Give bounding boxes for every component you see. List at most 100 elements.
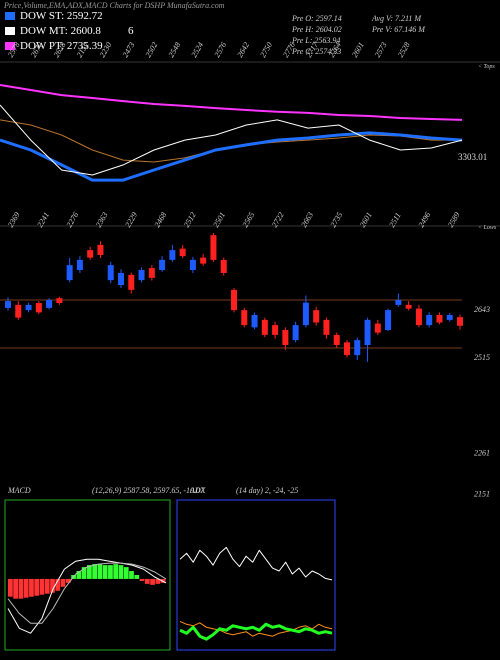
info-text: Pre V: 67.146 M <box>371 25 426 34</box>
candle-body <box>364 319 371 345</box>
candle-body <box>457 317 463 326</box>
candle-body <box>15 304 22 318</box>
page-title: Price,Volume,EMA,ADX,MACD Charts for DSH… <box>3 1 225 10</box>
candle-body <box>66 265 73 281</box>
candle-body <box>220 259 227 273</box>
info-text: Pre C: 2574.33 <box>291 47 341 56</box>
adx-line <box>179 622 333 641</box>
candle-body <box>97 244 104 255</box>
candle-body <box>148 268 155 278</box>
candle-body <box>344 342 350 356</box>
candle-body <box>241 310 248 326</box>
candle-body <box>261 319 268 335</box>
candle-body <box>405 304 412 309</box>
candle-body <box>25 304 32 311</box>
macd-bar <box>65 578 71 583</box>
adx-subtitle: (14 day) 2, -24, -25 <box>236 486 298 495</box>
macd-bar <box>155 578 161 584</box>
macd-panel <box>4 499 171 651</box>
legend-label: DOW ST: 2592.72 <box>20 10 103 22</box>
legend-extra: 6 <box>128 25 134 37</box>
info-text: Pre H: 2604.02 <box>291 25 342 34</box>
macd-bar <box>39 578 45 595</box>
adx-line <box>179 620 333 637</box>
macd-bar <box>139 578 145 581</box>
macd-bar <box>118 565 124 579</box>
legend-swatch <box>5 42 15 50</box>
macd-subtitle: (12,26,9) 2587.58, 2597.65, -10.07 <box>92 486 205 495</box>
macd-bar <box>108 565 113 579</box>
macd-bar <box>76 571 82 579</box>
candle-body <box>231 289 237 311</box>
macd-bar <box>92 564 98 579</box>
candle-body <box>292 325 299 341</box>
candle-body <box>282 330 289 345</box>
candle-body <box>200 257 207 264</box>
info-text: Pre O: 2597.14 <box>291 14 342 23</box>
macd-bar <box>144 578 150 584</box>
candle-body <box>436 315 443 323</box>
legend-label: DOW PT: 2735.39 <box>20 40 103 52</box>
macd-bar <box>18 578 24 599</box>
candle-body <box>107 265 114 281</box>
candle-body <box>374 323 381 333</box>
candle-body <box>87 250 94 258</box>
macd-line <box>7 558 167 634</box>
tops-label: < Tops <box>478 64 495 70</box>
legend-label: DOW MT: 2600.8 <box>20 25 101 37</box>
candle-body <box>333 334 340 345</box>
candle-body <box>128 274 135 290</box>
macd-bar <box>50 578 55 593</box>
macd-title: MACD <box>7 486 31 495</box>
macd-bar <box>102 565 108 579</box>
macd-bar <box>23 578 29 598</box>
candle-body <box>179 248 186 257</box>
legend-swatch <box>5 27 15 35</box>
macd-bar <box>29 578 34 597</box>
legend-swatch <box>5 12 15 20</box>
ema-line <box>0 104 463 176</box>
macd-bar <box>97 564 103 579</box>
macd-bar <box>129 571 134 579</box>
candle-body <box>385 310 392 330</box>
candle-body <box>76 259 83 270</box>
macd-line <box>7 562 167 624</box>
candle-body <box>138 270 145 281</box>
candle-body <box>251 315 258 328</box>
candle-body <box>272 325 279 335</box>
adx-panel <box>176 499 336 651</box>
price-level-label: 2515 <box>474 353 490 362</box>
candle-body <box>169 250 176 260</box>
candle-body <box>210 235 217 260</box>
candle-body <box>189 259 196 270</box>
candle-body <box>323 319 330 335</box>
macd-bar <box>13 578 19 599</box>
ema-line <box>0 84 463 121</box>
candle-body <box>395 300 402 305</box>
adx-title: ADX <box>189 486 207 495</box>
candle-body <box>313 310 320 323</box>
level-label: 3303.01 <box>458 152 487 162</box>
candle-body <box>354 340 361 356</box>
candle-body <box>56 298 63 303</box>
candle-body <box>5 301 11 308</box>
info-text: Avg V: 7.211 M <box>371 14 422 23</box>
candle-body <box>302 302 309 326</box>
candle-body <box>426 315 433 326</box>
macd-bar <box>34 578 40 596</box>
lows-label: < Lows <box>478 225 497 231</box>
price-level-label: 2261 <box>474 448 490 457</box>
candle-body <box>159 259 166 270</box>
macd-bar <box>87 565 92 579</box>
macd-bar <box>55 578 61 591</box>
candle-body <box>415 308 422 326</box>
price-level-label: 2643 <box>474 305 490 314</box>
candle-body <box>35 303 42 313</box>
price-level-label: 2151 <box>474 490 490 499</box>
macd-bar <box>150 578 155 585</box>
candle-body <box>118 273 124 285</box>
macd-bar <box>81 567 87 579</box>
macd-bar <box>44 578 50 594</box>
